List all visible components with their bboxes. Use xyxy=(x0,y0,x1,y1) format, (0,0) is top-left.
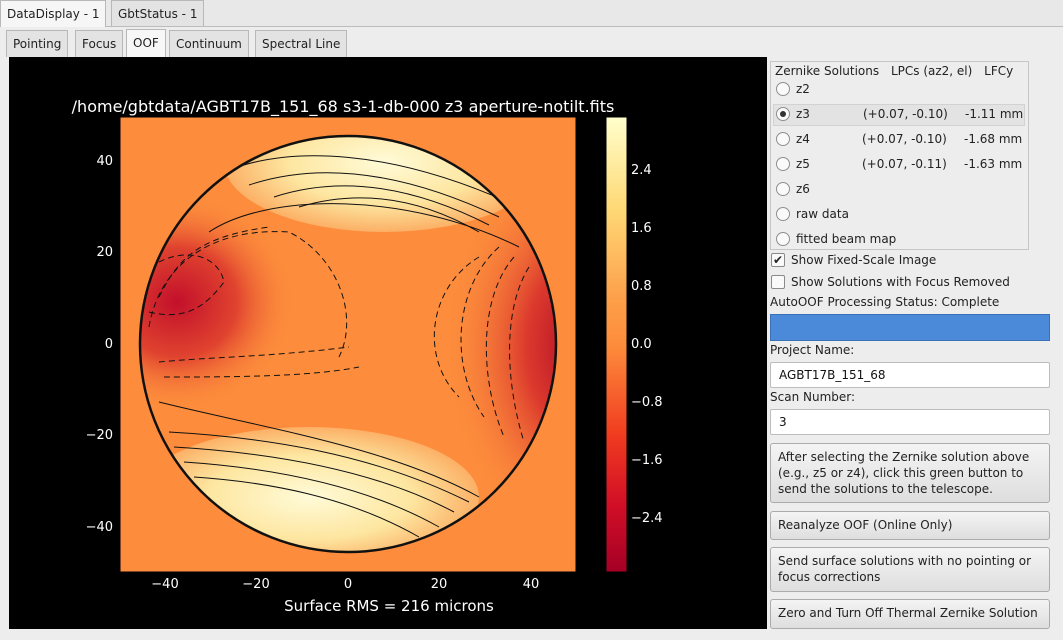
zero-thermal-zernike-button[interactable]: Zero and Turn Off Thermal Zernike Soluti… xyxy=(770,599,1050,629)
x-axis-ticks: −40 −20 0 20 40 xyxy=(151,577,539,592)
project-name-label: Project Name: xyxy=(770,343,855,357)
colorbar-tick: −2.4 xyxy=(631,511,663,526)
tab-pointing[interactable]: Pointing xyxy=(6,30,69,57)
display-tab-bar: Pointing Focus OOF Continuum Spectral Li… xyxy=(0,29,1063,58)
window-tab-bar: DataDisplay - 1 GbtStatus - 1 xyxy=(0,0,1063,27)
option-label: z5 xyxy=(796,157,810,171)
option-label: fitted beam map xyxy=(796,232,897,246)
radio-button[interactable] xyxy=(776,182,790,196)
zernike-option-z4[interactable]: z4 (+0.07, -0.10) -1.68 mm xyxy=(773,129,1025,151)
radio-button[interactable] xyxy=(776,132,790,146)
radio-button[interactable] xyxy=(776,107,790,121)
lfcy-value: -1.68 mm xyxy=(964,132,1023,146)
x-tick: −40 xyxy=(151,577,178,592)
zernike-option-raw-data[interactable]: raw data xyxy=(773,204,1025,226)
colorbar xyxy=(605,116,628,573)
colorbar-tick: 1.6 xyxy=(631,221,652,236)
colorbar-ticks: 2.4 1.6 0.8 0.0 −0.8 −1.6 −2.4 xyxy=(631,163,663,526)
radio-button[interactable] xyxy=(776,232,790,246)
aperture-plot: /home/gbtdata/AGBT17B_151_68 s3-1-db-000… xyxy=(9,57,767,629)
header-zernike: Zernike Solutions xyxy=(775,64,880,78)
y-tick: −40 xyxy=(86,520,113,535)
scan-number-label: Scan Number: xyxy=(770,390,856,404)
lpc-value: (+0.07, -0.10) xyxy=(863,107,948,121)
zernike-option-fitted-beam-map[interactable]: fitted beam map xyxy=(773,229,1025,251)
tab-label: OOF xyxy=(133,36,159,50)
x-tick: −20 xyxy=(242,577,269,592)
tab-oof[interactable]: OOF xyxy=(126,29,166,58)
colorbar-tick: 0.8 xyxy=(631,279,652,294)
zernike-option-z6[interactable]: z6 xyxy=(773,179,1025,201)
option-label: z6 xyxy=(796,182,810,196)
colorbar-tick: −1.6 xyxy=(631,453,663,468)
y-tick: 40 xyxy=(96,154,113,169)
tab-label: GbtStatus - 1 xyxy=(118,7,198,21)
lpc-value: (+0.07, -0.10) xyxy=(862,132,947,146)
tab-label: Focus xyxy=(82,37,117,51)
surface-rms-label: Surface RMS = 216 microns xyxy=(284,597,494,615)
tab-continuum[interactable]: Continuum xyxy=(169,30,249,57)
lpc-value: (+0.07, -0.11) xyxy=(862,157,947,171)
lfcy-value: -1.11 mm xyxy=(965,107,1024,121)
aperture-edge xyxy=(138,134,558,554)
tab-focus[interactable]: Focus xyxy=(75,30,124,57)
tab-label: Spectral Line xyxy=(262,37,341,51)
autooof-status-label: AutoOOF Processing Status: Complete xyxy=(770,295,1000,309)
y-tick: 20 xyxy=(96,245,113,260)
x-tick: 0 xyxy=(344,577,352,592)
option-label: z2 xyxy=(796,82,810,96)
x-tick: 20 xyxy=(431,577,448,592)
zernike-solutions-group: Zernike Solutions LPCs (az2, el) LFCy z2… xyxy=(770,61,1029,250)
tab-spectral-line[interactable]: Spectral Line xyxy=(255,30,348,57)
header-lfcy: LFCy xyxy=(984,64,1014,78)
header-lpcs: LPCs (az2, el) xyxy=(890,64,973,78)
zernike-option-z2[interactable]: z2 xyxy=(773,79,1025,101)
radio-button[interactable] xyxy=(776,207,790,221)
checkbox-label: Show Fixed-Scale Image xyxy=(791,253,937,267)
reanalyze-oof-button[interactable]: Reanalyze OOF (Online Only) xyxy=(770,511,1050,540)
zernike-header: Zernike Solutions LPCs (az2, el) LFCy xyxy=(775,64,1021,78)
checkbox-box[interactable] xyxy=(771,275,785,289)
radio-button[interactable] xyxy=(776,157,790,171)
autooof-status-bar xyxy=(770,314,1050,341)
option-label: raw data xyxy=(796,207,849,221)
colorbar-tick: 0.0 xyxy=(631,337,652,352)
option-label: z3 xyxy=(796,107,810,121)
x-tick: 40 xyxy=(523,577,540,592)
y-tick: −20 xyxy=(86,428,113,443)
send-surface-solutions-button[interactable]: Send surface solutions with no pointing … xyxy=(770,547,1050,592)
checkmark-icon[interactable]: ✔ xyxy=(771,253,785,267)
tab-gbtstatus[interactable]: GbtStatus - 1 xyxy=(111,0,205,26)
plot-title: /home/gbtdata/AGBT17B_151_68 s3-1-db-000… xyxy=(72,97,615,117)
zernike-option-z5[interactable]: z5 (+0.07, -0.11) -1.63 mm xyxy=(773,154,1025,176)
oof-control-panel: Zernike Solutions LPCs (az2, el) LFCy z2… xyxy=(768,57,1058,633)
send-solutions-button[interactable]: After selecting the Zernike solution abo… xyxy=(770,443,1050,503)
tab-label: Pointing xyxy=(13,37,62,51)
axes-background xyxy=(120,117,576,572)
tab-datadisplay[interactable]: DataDisplay - 1 xyxy=(0,0,107,27)
project-name-field[interactable]: AGBT17B_151_68 xyxy=(770,362,1050,388)
tab-label: Continuum xyxy=(176,37,242,51)
colorbar-tick: 2.4 xyxy=(631,163,652,178)
tab-label: DataDisplay - 1 xyxy=(7,7,100,21)
aperture-figure: /home/gbtdata/AGBT17B_151_68 s3-1-db-000… xyxy=(72,97,663,615)
scan-number-field[interactable]: 3 xyxy=(770,409,1050,435)
y-tick: 0 xyxy=(105,337,113,352)
zernike-option-z3[interactable]: z3 (+0.07, -0.10) -1.11 mm xyxy=(773,104,1025,126)
lfcy-value: -1.63 mm xyxy=(964,157,1023,171)
y-axis-ticks: 40 20 0 −20 −40 xyxy=(86,154,113,535)
checkbox-label: Show Solutions with Focus Removed xyxy=(791,275,1010,289)
radio-button[interactable] xyxy=(776,82,790,96)
colorbar-tick: −0.8 xyxy=(631,395,663,410)
option-label: z4 xyxy=(796,132,810,146)
